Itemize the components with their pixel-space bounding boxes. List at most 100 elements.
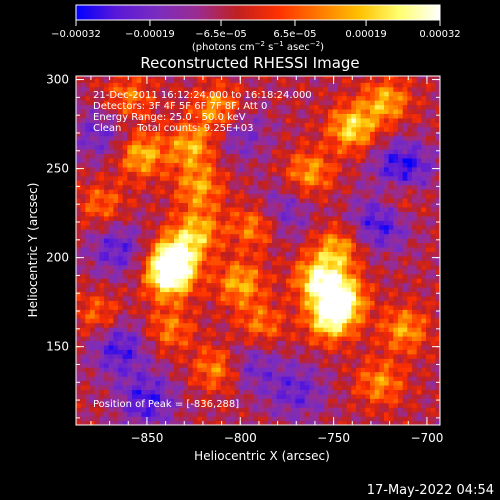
heatmap-cell	[426, 197, 432, 204]
heatmap-cell	[234, 238, 240, 244]
heatmap-cell	[220, 162, 226, 168]
heatmap-cell	[244, 322, 250, 328]
heatmap-cell	[146, 189, 152, 195]
heatmap-cell	[398, 402, 404, 408]
heatmap-cell	[108, 407, 114, 413]
heatmap-cell	[286, 224, 292, 230]
heatmap-cell	[374, 220, 380, 226]
heatmap-cell	[407, 171, 413, 177]
heatmap-cell	[304, 411, 310, 417]
heatmap-cell	[435, 358, 440, 364]
heatmap-cell	[85, 140, 91, 146]
heatmap-cell	[174, 282, 180, 288]
heatmap-cell	[374, 157, 380, 163]
heatmap-cell	[90, 362, 96, 368]
heatmap-cell	[85, 389, 91, 395]
heatmap-cell	[122, 157, 128, 163]
heatmap-cell	[323, 246, 329, 252]
heatmap-cell	[225, 376, 231, 382]
heatmap-cell	[225, 371, 231, 377]
heatmap-cell	[430, 393, 436, 399]
heatmap-cell	[258, 287, 264, 293]
heatmap-cell	[430, 251, 436, 257]
heatmap-cell	[323, 358, 329, 364]
heatmap-cell	[146, 197, 152, 204]
heatmap-cell	[118, 180, 124, 186]
heatmap-cell	[76, 398, 82, 404]
heatmap-cell	[300, 362, 306, 368]
heatmap-cell	[314, 229, 320, 235]
heatmap-cell	[388, 389, 394, 395]
heatmap-cell	[309, 411, 315, 417]
heatmap-cell	[80, 300, 86, 306]
heatmap-cell	[80, 278, 86, 284]
heatmap-cell	[393, 166, 399, 172]
heatmap-cell	[318, 291, 324, 297]
heatmap-cell	[253, 349, 259, 355]
heatmap-cell	[104, 233, 110, 239]
heatmap-cell	[430, 255, 436, 261]
heatmap-cell	[430, 313, 436, 319]
heatmap-cell	[160, 255, 166, 261]
heatmap-cell	[178, 224, 184, 230]
heatmap-cell	[328, 304, 334, 310]
heatmap-cell	[407, 193, 413, 199]
heatmap-cell	[136, 233, 142, 239]
heatmap-cell	[374, 224, 380, 230]
heatmap-cell	[113, 402, 119, 408]
heatmap-cell	[332, 287, 338, 293]
heatmap-cell	[122, 189, 128, 195]
heatmap-cell	[108, 238, 114, 244]
heatmap-cell	[94, 309, 100, 315]
heatmap-cell	[323, 224, 329, 230]
heatmap-cell	[220, 278, 226, 284]
heatmap-cell	[388, 344, 394, 350]
heatmap-cell	[202, 331, 208, 337]
heatmap-cell	[300, 171, 306, 177]
heatmap-cell	[286, 376, 292, 382]
heatmap-cell	[272, 166, 278, 172]
heatmap-cell	[216, 157, 222, 163]
heatmap-cell	[421, 242, 427, 248]
heatmap-cell	[374, 416, 380, 422]
heatmap-cell	[90, 291, 96, 297]
heatmap-cell	[318, 331, 324, 337]
heatmap-cell	[244, 220, 250, 226]
heatmap-cell	[225, 362, 231, 368]
heatmap-cell	[225, 211, 231, 217]
heatmap-cell	[94, 353, 100, 359]
heatmap-cell	[360, 282, 366, 288]
heatmap-cell	[150, 246, 156, 252]
heatmap-cell	[430, 233, 436, 239]
heatmap-cell	[384, 344, 390, 350]
heatmap-cell	[122, 402, 128, 408]
heatmap-cell	[323, 153, 329, 159]
heatmap-cell	[122, 166, 128, 172]
heatmap-cell	[178, 180, 184, 186]
heatmap-cell	[356, 353, 362, 359]
heatmap-cell	[407, 184, 413, 190]
heatmap-cell	[239, 304, 245, 310]
heatmap-cell	[323, 278, 329, 284]
heatmap-cell	[272, 367, 278, 373]
heatmap-cell	[416, 344, 422, 350]
heatmap-cell	[253, 251, 259, 257]
heatmap-cell	[230, 175, 236, 181]
heatmap-cell	[337, 149, 343, 155]
heatmap-cell	[356, 327, 362, 333]
heatmap-cell	[323, 229, 329, 235]
heatmap-cell	[309, 193, 315, 199]
heatmap-cell	[393, 384, 399, 390]
heatmap-cell	[160, 309, 166, 315]
heatmap-cell	[314, 175, 320, 181]
heatmap-cell	[146, 242, 152, 248]
heatmap-cell	[318, 327, 324, 333]
heatmap-cell	[379, 242, 385, 248]
heatmap-cell	[365, 251, 371, 257]
heatmap-cell	[435, 197, 440, 204]
heatmap-cell	[104, 211, 110, 217]
heatmap-cell	[421, 411, 427, 417]
heatmap-cell	[281, 242, 287, 248]
heatmap-cell	[374, 389, 380, 395]
heatmap-cell	[286, 367, 292, 373]
